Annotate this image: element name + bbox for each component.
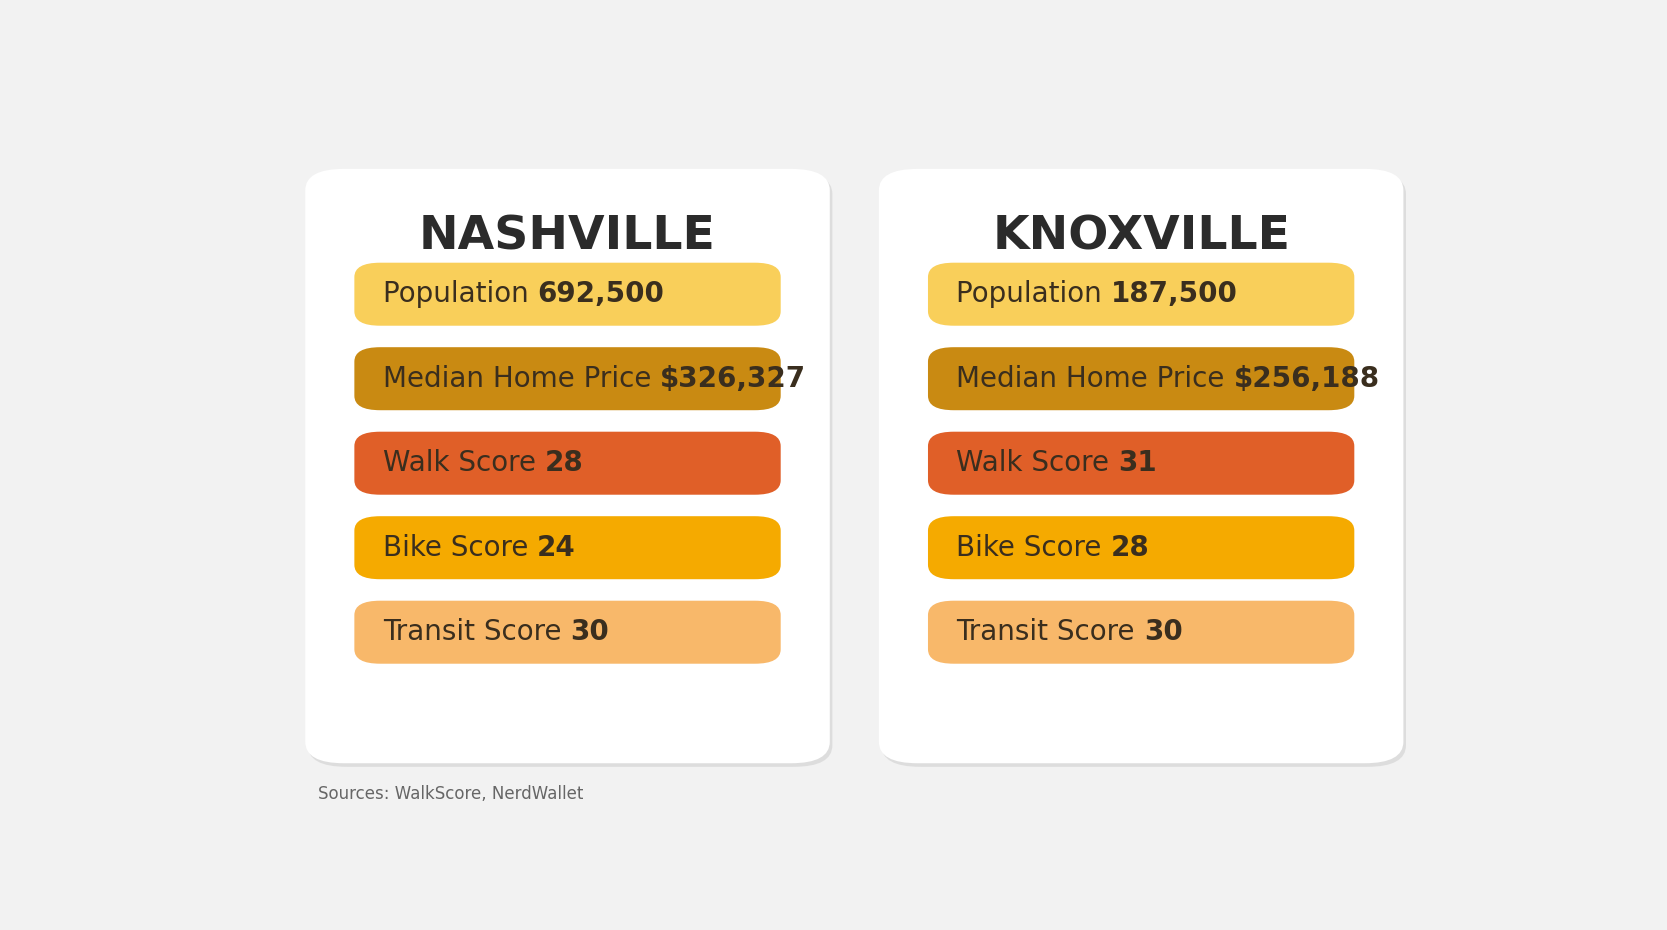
FancyBboxPatch shape	[355, 516, 780, 579]
Text: 30: 30	[570, 618, 608, 646]
FancyBboxPatch shape	[929, 347, 1354, 410]
Text: Transit Score: Transit Score	[383, 618, 570, 646]
FancyBboxPatch shape	[879, 169, 1404, 764]
FancyBboxPatch shape	[929, 432, 1354, 495]
Text: 28: 28	[1110, 534, 1150, 562]
Text: Sources: WalkScore, NerdWallet: Sources: WalkScore, NerdWallet	[318, 785, 583, 803]
Text: Bike Score: Bike Score	[957, 534, 1110, 562]
Text: Population: Population	[383, 280, 537, 308]
Text: 692,500: 692,500	[537, 280, 663, 308]
Text: Walk Score: Walk Score	[383, 449, 545, 477]
FancyBboxPatch shape	[355, 601, 780, 664]
Text: 24: 24	[537, 534, 575, 562]
Text: Median Home Price: Median Home Price	[957, 365, 1234, 392]
FancyBboxPatch shape	[929, 262, 1354, 326]
Text: KNOXVILLE: KNOXVILLE	[992, 215, 1290, 259]
FancyBboxPatch shape	[355, 262, 780, 326]
Text: $256,188: $256,188	[1234, 365, 1380, 392]
Text: Population: Population	[957, 280, 1110, 308]
Text: 31: 31	[1119, 449, 1157, 477]
FancyBboxPatch shape	[929, 516, 1354, 579]
Text: NASHVILLE: NASHVILLE	[418, 215, 715, 259]
FancyBboxPatch shape	[355, 347, 780, 410]
FancyBboxPatch shape	[929, 601, 1354, 664]
FancyBboxPatch shape	[355, 432, 780, 495]
FancyBboxPatch shape	[882, 172, 1405, 767]
FancyBboxPatch shape	[308, 172, 832, 767]
FancyBboxPatch shape	[305, 169, 830, 764]
Text: 30: 30	[1144, 618, 1182, 646]
Text: Bike Score: Bike Score	[383, 534, 537, 562]
Text: Walk Score: Walk Score	[957, 449, 1119, 477]
Text: 187,500: 187,500	[1110, 280, 1239, 308]
Text: Median Home Price: Median Home Price	[383, 365, 660, 392]
Text: $326,327: $326,327	[660, 365, 807, 392]
Text: 28: 28	[545, 449, 583, 477]
Text: Transit Score: Transit Score	[957, 618, 1144, 646]
